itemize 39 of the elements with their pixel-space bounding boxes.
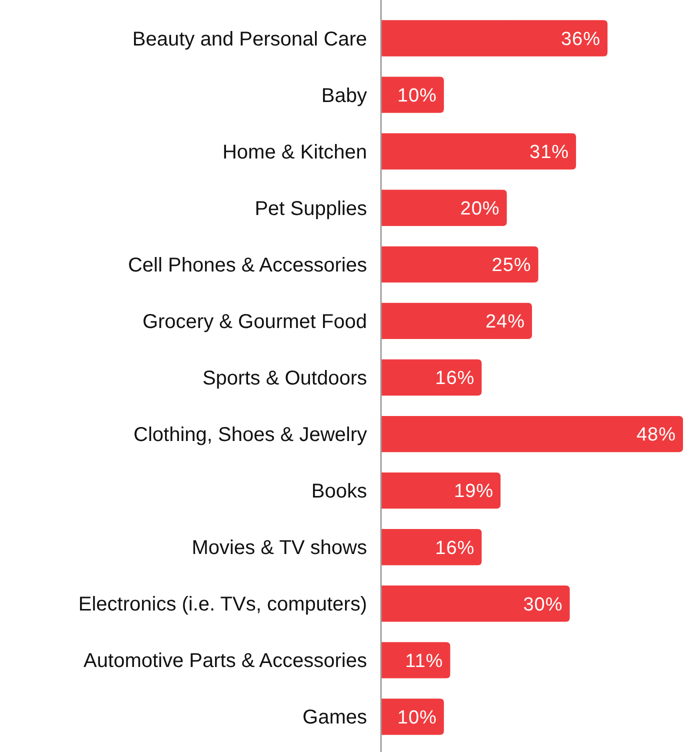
bar bbox=[381, 133, 576, 170]
y-tick-label: Beauty and Personal Care bbox=[132, 28, 367, 50]
bar bbox=[381, 416, 683, 452]
data-label: 10% bbox=[397, 85, 437, 106]
bar bbox=[381, 246, 538, 283]
data-label: 48% bbox=[636, 424, 676, 446]
data-label: 16% bbox=[435, 368, 475, 390]
data-label: 36% bbox=[560, 28, 600, 50]
y-tick-label: Pet Supplies bbox=[254, 198, 367, 220]
y-tick-label: Home & Kitchen bbox=[222, 141, 367, 164]
y-tick-label: Books bbox=[311, 480, 367, 503]
y-tick-label: Baby bbox=[321, 84, 367, 107]
bar bbox=[381, 586, 570, 622]
bar bbox=[381, 698, 444, 735]
data-label: 16% bbox=[435, 538, 475, 559]
y-tick-label: Automotive Parts & Accessories bbox=[84, 650, 367, 672]
bar bbox=[381, 529, 482, 566]
y-tick-label: Games bbox=[302, 706, 367, 729]
y-tick-label: Clothing, Shoes & Jewelry bbox=[134, 424, 367, 446]
data-label: 10% bbox=[397, 707, 437, 728]
y-tick-label: Grocery & Gourmet Food bbox=[142, 310, 367, 333]
data-label: 20% bbox=[460, 198, 500, 220]
data-label: 24% bbox=[485, 312, 525, 333]
data-label: 25% bbox=[492, 255, 532, 276]
y-tick-label: Cell Phones & Accessories bbox=[128, 254, 367, 276]
data-label: 11% bbox=[405, 650, 444, 672]
bar bbox=[381, 359, 482, 396]
bar bbox=[381, 76, 444, 113]
data-label: 19% bbox=[454, 481, 494, 502]
y-tick-label: Movies & TV shows bbox=[192, 537, 367, 560]
y-tick-label: Electronics (i.e. TVs, computers) bbox=[78, 594, 367, 616]
bar bbox=[381, 642, 450, 678]
bar bbox=[381, 190, 507, 226]
data-label: 31% bbox=[530, 142, 570, 163]
bar bbox=[381, 472, 501, 509]
data-label: 30% bbox=[523, 594, 563, 616]
y-tick-label: Sports & Outdoors bbox=[202, 368, 367, 390]
bar bbox=[381, 302, 532, 340]
bar bbox=[381, 20, 608, 56]
